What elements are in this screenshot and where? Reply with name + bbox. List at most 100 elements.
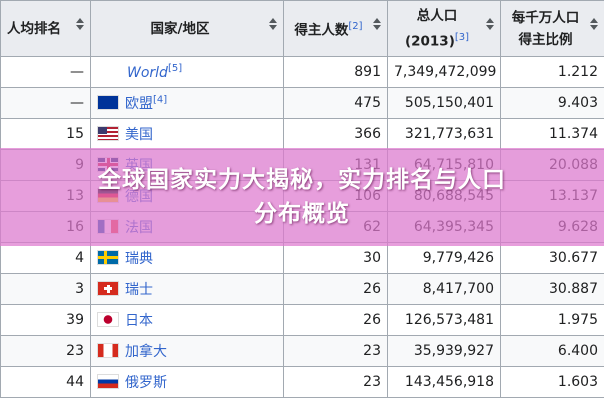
ratio-cell: 1.603 [500, 366, 604, 398]
sort-icon[interactable] [486, 18, 494, 30]
ratio: 1.975 [557, 312, 598, 328]
rank-cell: 3 [0, 273, 91, 305]
rank: — [70, 95, 84, 111]
country-cell: World[5] [90, 56, 284, 88]
country-link[interactable]: World [127, 64, 168, 81]
column-header[interactable]: 总人口 (2013)[3] [387, 0, 501, 57]
country-link[interactable]: 加拿大 [125, 344, 167, 360]
population: 321,773,631 [404, 126, 494, 142]
laureates: 366 [354, 126, 381, 142]
country-link[interactable]: 瑞士 [125, 282, 153, 298]
table-row: 23 加拿大 23 35,939,927 6.400 [0, 335, 604, 367]
table-row: 4 瑞典 30 9,779,426 30.677 [0, 242, 604, 274]
population: 126,573,481 [404, 312, 494, 328]
header-text: 每千万人口 [511, 9, 580, 26]
ratio-cell: 9.403 [500, 87, 604, 119]
reference[interactable]: [5] [167, 63, 183, 75]
table-row: 15 美国 366 321,773,631 11.374 [0, 118, 604, 150]
laureates-cell: 475 [283, 87, 388, 119]
laureates-cell: 30 [283, 242, 388, 274]
column-header[interactable]: 每千万人口 得主比例 [500, 0, 604, 57]
country-cell: 瑞士 [90, 273, 284, 305]
flag [97, 250, 119, 265]
reference[interactable]: [3] [454, 31, 470, 43]
rank: 3 [75, 281, 84, 297]
country-link[interactable]: 瑞典 [125, 251, 153, 267]
ratio-cell: 30.887 [500, 273, 604, 305]
laureates-cell: 891 [283, 56, 388, 88]
header-row: 人均排名 国家/地区 得主人数[2] 总人口 (2013)[3] 每千万人口 得主比例 [0, 0, 604, 57]
column-header[interactable]: 得主人数[2] [283, 0, 388, 57]
ratio-cell: 1.975 [500, 304, 604, 336]
ratio-cell: 30.677 [500, 242, 604, 274]
laureates-cell: 23 [283, 366, 388, 398]
reference[interactable]: [2] [348, 20, 363, 32]
country-link[interactable]: 美国 [125, 127, 153, 143]
population-cell: 8,417,700 [387, 273, 501, 305]
ratio: 6.400 [557, 343, 598, 359]
table-row: — World[5] 891 7,349,472,099 1.212 [0, 56, 604, 88]
rank: 39 [66, 312, 84, 328]
rank-cell: 39 [0, 304, 91, 336]
header-text: 人均排名 [7, 20, 61, 37]
header-text: 得主人数 [294, 22, 349, 39]
ratio: 9.403 [557, 95, 598, 111]
population-cell: 505,150,401 [387, 87, 501, 119]
rank-cell: 23 [0, 335, 91, 367]
ratio: 1.603 [557, 374, 598, 390]
population-cell: 143,456,918 [387, 366, 501, 398]
rank-cell: 44 [0, 366, 91, 398]
column-header[interactable]: 国家/地区 [90, 0, 284, 57]
country-link[interactable]: 日本 [125, 313, 153, 329]
column-header[interactable]: 人均排名 [0, 0, 91, 57]
laureates-cell: 26 [283, 304, 388, 336]
country-link[interactable]: 俄罗斯 [125, 375, 167, 391]
country-link[interactable]: 欧盟 [125, 96, 153, 112]
ratio: 11.374 [549, 126, 598, 142]
flag [97, 95, 119, 110]
flag [97, 374, 119, 389]
country-cell: 日本 [90, 304, 284, 336]
ratio: 30.887 [549, 281, 598, 297]
rank-cell: — [0, 56, 91, 88]
sort-icon[interactable] [590, 18, 598, 30]
population: 7,349,472,099 [394, 64, 497, 80]
ratio-cell: 11.374 [500, 118, 604, 150]
rank: — [70, 64, 84, 80]
flag [97, 281, 119, 296]
sort-icon[interactable] [373, 18, 381, 30]
rank: 4 [75, 250, 84, 266]
population-cell: 321,773,631 [387, 118, 501, 150]
country-cell: 美国 [90, 118, 284, 150]
rank-cell: 15 [0, 118, 91, 150]
population: 35,939,927 [413, 343, 494, 359]
population-cell: 9,779,426 [387, 242, 501, 274]
laureates: 23 [363, 343, 381, 359]
header-text: 得主比例 [518, 31, 573, 48]
population-cell: 126,573,481 [387, 304, 501, 336]
population-cell: 7,349,472,099 [387, 56, 501, 88]
flag [97, 126, 119, 141]
sort-icon[interactable] [76, 18, 84, 30]
banner-title: 全球国家实力大揭秘，实力排名与人口 [98, 167, 506, 193]
rank-cell: 4 [0, 242, 91, 274]
rank: 15 [66, 126, 84, 142]
ratio-cell: 1.212 [500, 56, 604, 88]
ratio: 1.212 [557, 64, 598, 80]
country-cell: 欧盟[4] [90, 87, 284, 119]
country-cell: 加拿大 [90, 335, 284, 367]
table-row: 44 俄罗斯 23 143,456,918 1.603 [0, 366, 604, 398]
population-cell: 35,939,927 [387, 335, 501, 367]
laureates-cell: 26 [283, 273, 388, 305]
laureates-cell: 366 [283, 118, 388, 150]
sort-icon[interactable] [269, 18, 277, 30]
laureates-cell: 23 [283, 335, 388, 367]
reference[interactable]: [4] [153, 94, 168, 106]
laureates: 475 [354, 95, 381, 111]
laureates: 30 [363, 250, 381, 266]
laureates: 26 [363, 281, 381, 297]
ratio-cell: 6.400 [500, 335, 604, 367]
laureates: 23 [363, 374, 381, 390]
population: 9,779,426 [422, 250, 494, 266]
